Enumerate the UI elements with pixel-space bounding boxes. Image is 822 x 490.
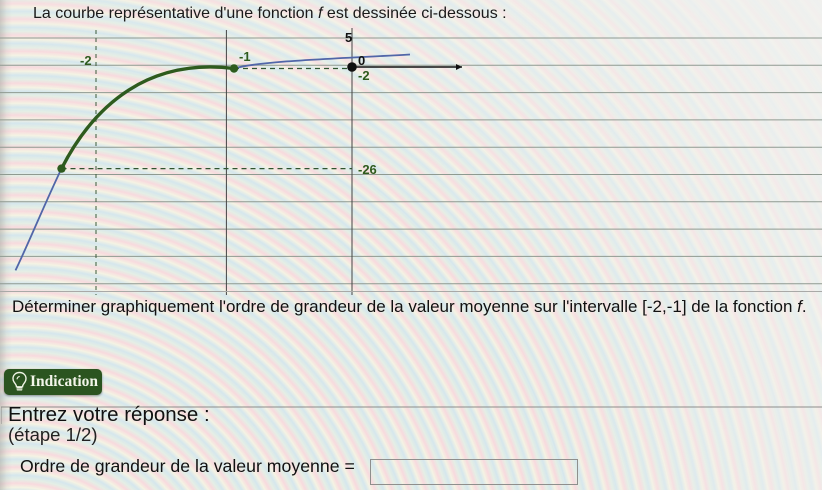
svg-text:-2: -2 (80, 53, 92, 68)
svg-text:-2: -2 (358, 68, 370, 83)
svg-text:-26: -26 (358, 162, 377, 177)
svg-text:-1: -1 (239, 49, 251, 64)
svg-text:5: 5 (345, 30, 352, 45)
svg-text:0: 0 (358, 53, 365, 68)
